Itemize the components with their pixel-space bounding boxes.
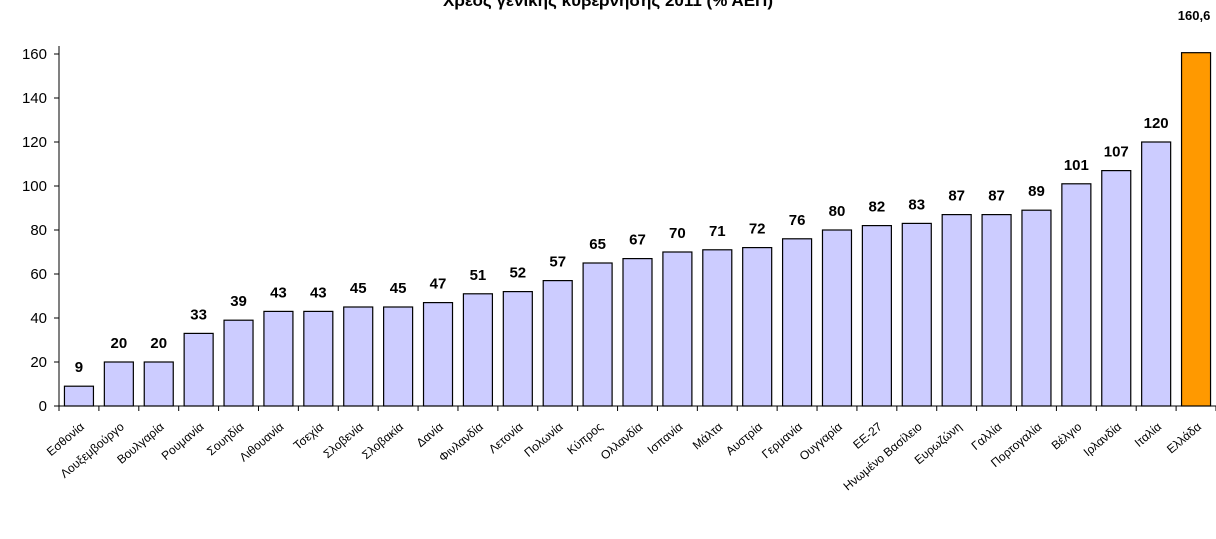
- y-tick-label: 80: [30, 222, 47, 239]
- category-label: Ρουμανία: [159, 420, 207, 463]
- bar: [702, 249, 733, 407]
- bar-value-label: 107: [1104, 144, 1129, 161]
- category-label: Ελλάδα: [1164, 420, 1204, 457]
- bar: [901, 222, 932, 407]
- bar: [542, 280, 573, 407]
- bar-value-label: 20: [150, 335, 167, 352]
- bar-value-label: 57: [549, 254, 566, 271]
- category-label: Πολωνία: [521, 420, 565, 460]
- bar: [383, 306, 414, 407]
- category-label: Ιταλία: [1132, 420, 1164, 450]
- category-label: Ουγγαρία: [797, 420, 845, 464]
- bar: [821, 229, 853, 407]
- y-tick-label: 60: [30, 266, 47, 283]
- bar: [1101, 170, 1132, 407]
- bar: [462, 293, 494, 407]
- category-label: Γαλλία: [969, 420, 1005, 453]
- bar-value-label: 65: [589, 236, 606, 253]
- bar: [582, 262, 613, 407]
- bar: [143, 361, 174, 407]
- category-label: Σλοβακία: [359, 420, 406, 462]
- category-labels: ΕσθονίαΛουξεμβούργοΒουλγαρίαΡουμανίαΣουη…: [44, 419, 1204, 493]
- y-tick-label: 160: [22, 46, 47, 63]
- bar-value-label: 39: [230, 293, 247, 310]
- bar-value-label: 70: [669, 225, 686, 242]
- bar-value-label: 83: [908, 196, 925, 213]
- category-label: Αυστρία: [723, 420, 765, 458]
- category-label: Ιρλανδία: [1081, 420, 1124, 460]
- bar: [662, 251, 693, 407]
- y-tick-label: 140: [22, 90, 47, 107]
- bar: [781, 238, 813, 407]
- bar: [502, 291, 533, 407]
- bar: [981, 214, 1012, 407]
- y-tick-label: 0: [39, 398, 47, 415]
- bar-value-label: 89: [1028, 183, 1045, 200]
- y-tick-label: 100: [22, 178, 47, 195]
- bar: [622, 258, 653, 407]
- y-tick-label: 40: [30, 310, 47, 327]
- chart-title: Χρέος γενικής κυβέρνησης 2011 (% ΑΕΠ): [443, 0, 773, 10]
- bar: [941, 214, 972, 407]
- bar-value-label: 45: [390, 280, 407, 297]
- value-labels: 9 20 20 33 39 43 43 45 45 47 51 52 57 65 67 70 71 72 76 80 8…: [75, 8, 1211, 376]
- bar-value-label: 87: [948, 188, 965, 205]
- bar-value-label: 43: [310, 284, 327, 301]
- bar-value-label: 67: [629, 232, 646, 249]
- category-label: Φινλανδία: [436, 420, 486, 465]
- bar: [223, 319, 254, 407]
- bar-value-label: 51: [470, 267, 487, 284]
- category-label: Βέλγιο: [1049, 419, 1085, 452]
- category-label: ΕΕ-27: [850, 419, 885, 451]
- bar: [1180, 52, 1212, 407]
- bar-value-label: 160,6: [1178, 8, 1211, 23]
- bar: [861, 225, 892, 407]
- bar-value-label: 71: [709, 223, 726, 240]
- y-tick-label: 20: [30, 354, 47, 371]
- bar-value-label: 52: [509, 265, 526, 282]
- bar-value-label: 33: [190, 306, 207, 323]
- bar-value-label: 120: [1144, 115, 1169, 132]
- bar: [303, 310, 334, 407]
- bar: [1141, 141, 1172, 407]
- bar-value-label: 9: [75, 359, 83, 376]
- bar-value-label: 72: [749, 221, 766, 238]
- category-label: Σλοβενία: [321, 420, 367, 461]
- category-label: Δανία: [414, 420, 446, 450]
- bar-series: [63, 52, 1212, 407]
- bar: [742, 247, 773, 407]
- category-label: Ισπανία: [645, 420, 686, 457]
- bar-value-label: 80: [829, 203, 846, 220]
- bar-value-label: 87: [988, 188, 1005, 205]
- bar: [63, 385, 95, 407]
- bar-value-label: 43: [270, 284, 287, 301]
- category-label: Μάλτα: [690, 420, 725, 453]
- category-label: Ολλανδία: [598, 420, 646, 463]
- bar-value-label: 47: [430, 276, 447, 293]
- bar-value-label: 82: [869, 199, 886, 216]
- bar-value-label: 45: [350, 280, 367, 297]
- y-tick-label: 120: [22, 134, 47, 151]
- category-label: Τσεχία: [291, 420, 327, 453]
- bar: [103, 361, 134, 407]
- bar-value-label: 20: [111, 335, 128, 352]
- bar-value-label: 76: [789, 212, 806, 229]
- category-label: Λετονία: [486, 420, 526, 457]
- bar: [263, 310, 294, 407]
- category-label: Λιθουανία: [237, 420, 287, 465]
- bar: [422, 302, 454, 407]
- bar: [1061, 183, 1092, 407]
- bar: [183, 332, 214, 407]
- bar: [343, 306, 374, 407]
- bar-value-label: 101: [1064, 157, 1089, 174]
- bar: [1021, 209, 1052, 407]
